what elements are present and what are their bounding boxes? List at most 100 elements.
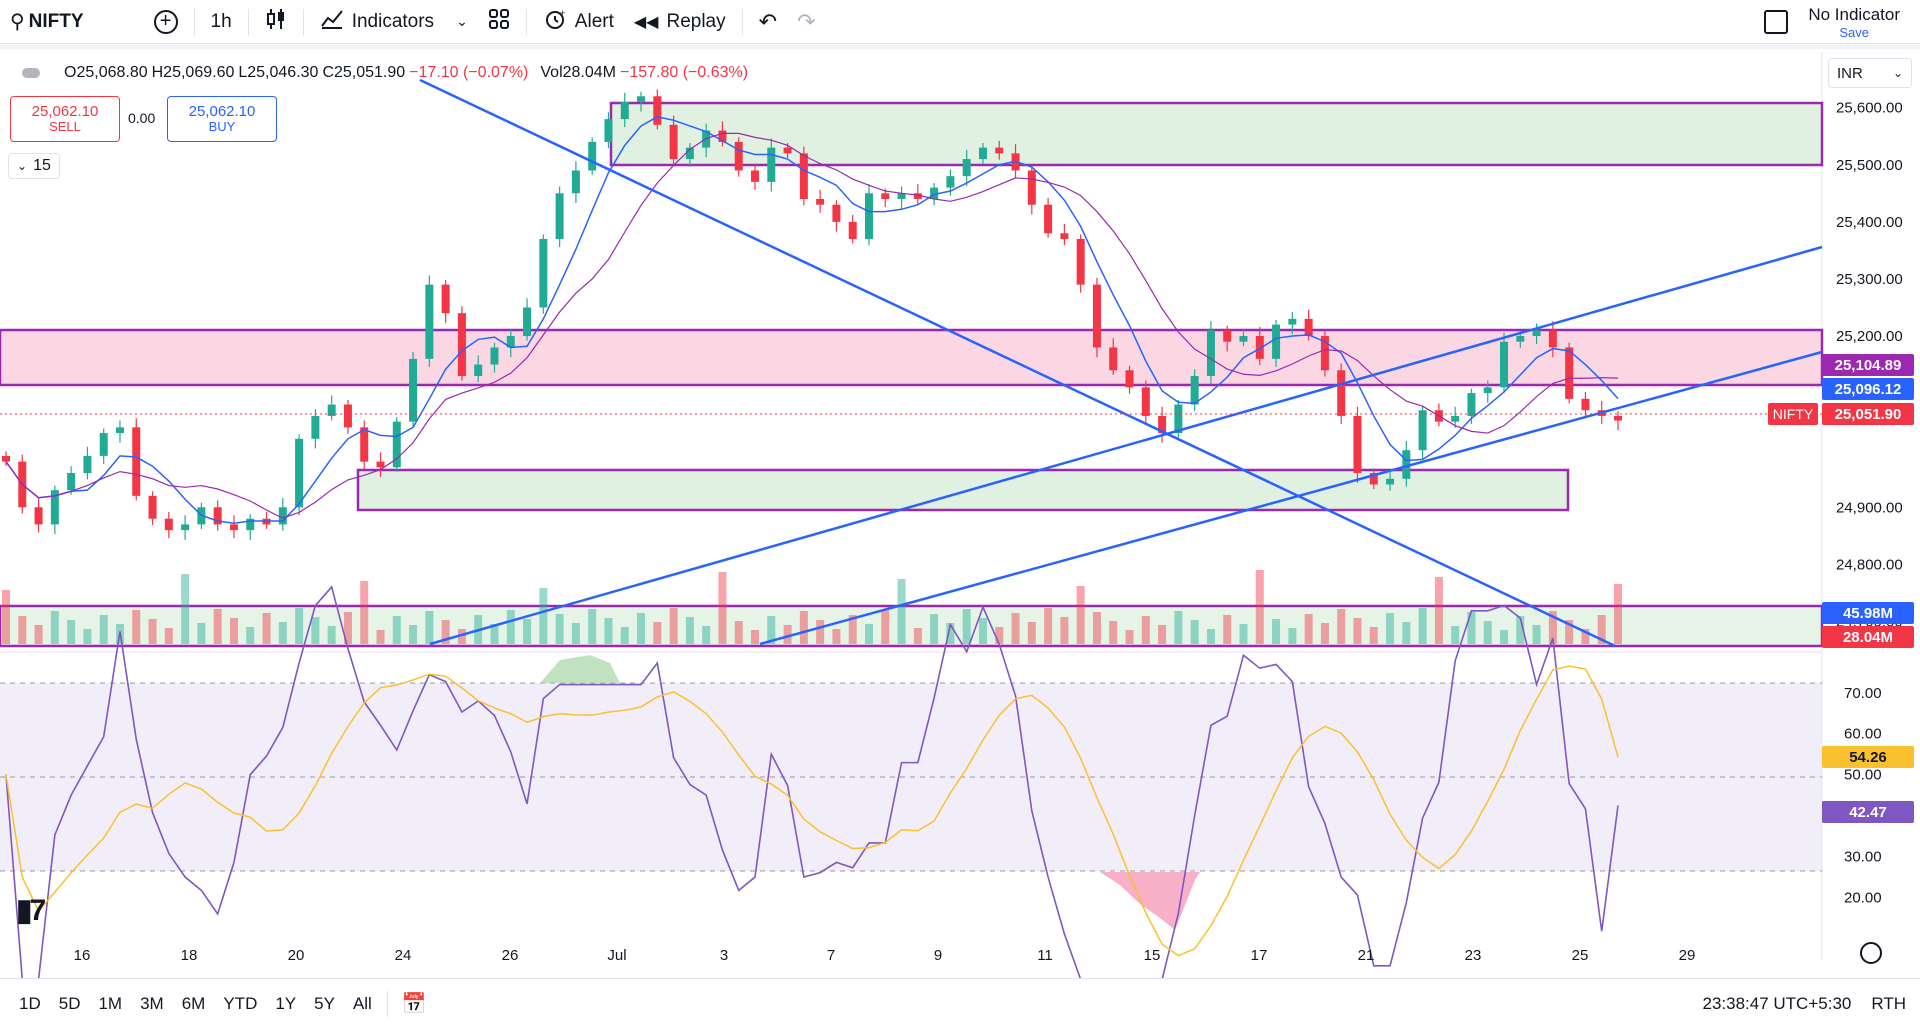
range-button[interactable]: YTD — [223, 993, 258, 1013]
legend-collapse-icon[interactable] — [22, 68, 40, 78]
rsi-axis-label: 20.00 — [1844, 890, 1882, 907]
candle-body — [99, 433, 108, 456]
candle-body — [327, 404, 336, 416]
redo-button[interactable]: ↷ — [787, 0, 825, 44]
layout-checkbox[interactable] — [1764, 10, 1789, 34]
symbol-tag: NIFTY — [1768, 403, 1818, 425]
chevron-down-icon: ⌄ — [17, 159, 28, 173]
range-button[interactable]: 5Y — [314, 993, 335, 1013]
volume-bar — [1174, 611, 1183, 644]
trendline-descending[interactable] — [419, 78, 1616, 648]
range-button[interactable]: 6M — [181, 993, 206, 1013]
volume-bar — [1434, 577, 1443, 644]
currency-label: INR — [1837, 64, 1863, 82]
candle-body — [1060, 233, 1069, 239]
volume-bar — [1109, 621, 1118, 644]
volume-bar — [1158, 625, 1167, 644]
buy-label: BUY — [208, 119, 236, 135]
trendline-channel-lower[interactable] — [759, 350, 1823, 646]
candle-body — [783, 147, 792, 154]
divider — [741, 8, 743, 35]
volume-bar — [83, 629, 92, 644]
price-chart[interactable]: 25,600.00 25,500.00 25,400.00 25,300.00 25,2… — [0, 0, 1920, 978]
candle-body — [571, 170, 580, 194]
candle-body — [1092, 284, 1101, 348]
volume-bar — [1125, 630, 1134, 644]
support-zone-bottom[interactable] — [0, 604, 1824, 648]
undo-button[interactable]: ↶ — [749, 0, 787, 44]
alert-button[interactable]: + Alert — [533, 0, 624, 44]
time-axis-label: 26 — [502, 947, 519, 964]
templates-button[interactable] — [478, 0, 520, 44]
time-axis-label: 25 — [1572, 947, 1589, 964]
volume-bar — [327, 626, 336, 644]
range-button[interactable]: 3M — [140, 993, 164, 1013]
rewind-icon: ◀◀ — [633, 13, 659, 31]
divider — [193, 8, 195, 35]
demand-zone[interactable] — [356, 468, 1570, 512]
save-layout-button[interactable]: No Indicator Save — [1808, 6, 1900, 39]
interval-button[interactable]: 1h — [210, 10, 232, 32]
volume-bar — [539, 588, 548, 644]
compare-button[interactable]: + — [144, 0, 188, 44]
price-axis-label: 25,200.00 — [1836, 328, 1903, 345]
candle-body — [930, 187, 939, 200]
volume-bar — [1500, 630, 1509, 644]
volume-bar — [1386, 613, 1395, 644]
date-range-icon[interactable]: 📅 — [401, 993, 427, 1015]
candle-body — [1386, 478, 1395, 485]
divider — [302, 8, 304, 35]
volume-bar — [213, 609, 222, 644]
range-button[interactable]: All — [352, 993, 372, 1013]
volume-bar — [1011, 613, 1020, 644]
range-button[interactable]: 1Y — [275, 993, 297, 1013]
volume-bar — [181, 574, 190, 644]
currency-select[interactable]: INR ⌄ — [1828, 58, 1912, 88]
time-axis-label: 18 — [181, 947, 198, 964]
time-axis-label: 24 — [395, 947, 412, 964]
candle-body — [1027, 170, 1036, 205]
range-button[interactable]: 1M — [98, 993, 123, 1013]
symbol-search[interactable]: ⚲ NIFTY — [0, 0, 94, 44]
price-axis-label: 25,400.00 — [1836, 214, 1903, 231]
range-button[interactable]: 1D — [19, 993, 41, 1013]
sell-button[interactable]: 25,062.10 SELL — [10, 96, 120, 142]
time-axis-label: 15 — [1144, 947, 1161, 964]
price-axis-label: 24,900.00 — [1836, 499, 1903, 516]
range-button[interactable]: 5D — [58, 993, 81, 1013]
chart-type-button[interactable] — [255, 0, 297, 44]
resistance-zone[interactable] — [0, 328, 1824, 387]
candle-body — [555, 193, 564, 239]
volume-bar — [685, 617, 694, 644]
candle-body — [490, 347, 499, 365]
time-axis[interactable]: 16 18 20 24 26 Jul 3 7 9 11 15 17 21 23 25 29 — [74, 947, 1696, 964]
candle-body — [457, 313, 466, 376]
indicators-button[interactable]: Indicators ⌄ — [310, 0, 478, 44]
volume-bar — [930, 614, 939, 644]
sell-price: 25,062.10 — [31, 102, 99, 120]
legend-toggle[interactable]: ⌄ 15 — [8, 153, 60, 179]
trendline-channel-upper[interactable] — [429, 245, 1823, 646]
volume-bar — [1320, 623, 1329, 644]
indicator-count: 15 — [33, 157, 51, 174]
session-toggle[interactable]: RTH — [1871, 994, 1906, 1013]
volume-bar — [913, 628, 922, 644]
save-label: Save — [1839, 24, 1869, 40]
volume-bar — [1565, 620, 1574, 644]
time-axis-label: 11 — [1037, 947, 1053, 964]
time-axis-label: Jul — [607, 947, 626, 964]
candle-body — [132, 427, 141, 496]
time-axis-label: 17 — [1251, 947, 1268, 964]
indicators-label: Indicators — [351, 10, 435, 32]
buy-button[interactable]: 25,062.10 BUY — [167, 96, 277, 142]
candle-body — [2, 455, 10, 462]
gear-icon[interactable] — [1860, 942, 1882, 964]
replay-button[interactable]: ◀◀ Replay — [624, 0, 736, 44]
supply-zone-top[interactable] — [609, 101, 1824, 167]
volume-bar — [376, 630, 385, 644]
candle-body — [1255, 336, 1264, 359]
candle-body — [1532, 330, 1541, 337]
grid-icon — [488, 8, 510, 36]
volume-bar — [148, 619, 157, 644]
